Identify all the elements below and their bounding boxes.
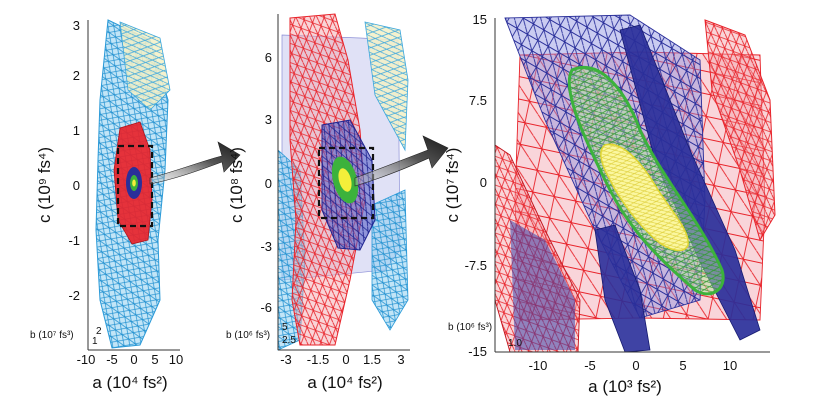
right-x-tick: -5 — [584, 358, 596, 373]
right-b-tick: 1.0 — [508, 338, 522, 349]
middle-cyan-right — [364, 21, 409, 152]
left-y-tick: -1 — [68, 233, 80, 248]
right-x-tick: 10 — [723, 358, 737, 373]
left-x-tick: 10 — [169, 352, 183, 367]
middle-x-title: a (10⁴ fs²) — [307, 373, 382, 392]
left-zoom-box — [116, 144, 154, 228]
right-x-tick: -10 — [529, 358, 548, 373]
left-y-tick: 3 — [73, 18, 80, 33]
panel-left-surfaces — [95, 19, 171, 349]
right-blue-bottom-band — [594, 224, 651, 353]
panel-right-surfaces — [494, 14, 776, 353]
middle-y-ticks: 6 3 0 -3 -6 — [260, 50, 272, 315]
left-x-tick: -5 — [106, 352, 118, 367]
right-y-tick: -15 — [468, 344, 487, 359]
left-y-tick: 0 — [73, 178, 80, 193]
middle-x-tick: -1.5 — [307, 352, 329, 367]
middle-x-tick: -3 — [280, 352, 292, 367]
middle-b-label: b (10⁶ fs³) — [226, 330, 270, 341]
right-y-ticks: 15 7.5 0 -7.5 -15 — [465, 12, 487, 359]
left-y-ticks: 3 2 1 0 -1 -2 — [68, 18, 80, 303]
middle-y-title: c (10⁸ fs⁴) — [227, 147, 246, 223]
right-b-label: b (10⁶ fs³) — [448, 322, 492, 333]
middle-yellow-core — [338, 168, 352, 192]
right-x-title: a (10³ fs²) — [588, 377, 662, 396]
middle-y-tick: 6 — [265, 50, 272, 65]
right-y-tick: 0 — [480, 175, 487, 190]
zoom-arrow-2 — [354, 135, 449, 187]
middle-cyan-right-lower — [371, 189, 409, 331]
right-y-tick: -7.5 — [465, 258, 487, 273]
left-y-tick: -2 — [68, 288, 80, 303]
left-x-tick: 0 — [130, 352, 137, 367]
middle-zoom-box — [317, 146, 375, 220]
panel-right: 15 7.5 0 -7.5 -15 c (10⁷ fs⁴) -10 -5 0 5… — [443, 12, 776, 396]
middle-b-tick: 5 — [282, 322, 288, 333]
middle-x-ticks: -3 -1.5 0 1.5 3 — [280, 352, 404, 367]
middle-x-tick: 3 — [397, 352, 404, 367]
left-cyan-yellow-sheet — [119, 21, 171, 111]
right-x-tick: 5 — [679, 358, 686, 373]
middle-y-tick: -3 — [260, 239, 272, 254]
right-y-tick: 15 — [473, 12, 487, 27]
right-left-sheet-shade — [510, 220, 575, 350]
left-x-tick: -10 — [77, 352, 96, 367]
left-x-tick: 5 — [151, 352, 158, 367]
left-y-tick: 2 — [73, 68, 80, 83]
left-x-title: a (10⁴ fs²) — [92, 373, 167, 392]
right-y-title: c (10⁷ fs⁴) — [443, 148, 462, 223]
left-x-ticks: -10 -5 0 5 10 — [77, 352, 184, 367]
right-yellow-core — [600, 143, 689, 252]
middle-x-tick: 1.5 — [363, 352, 381, 367]
left-b-tick: 2 — [96, 326, 102, 337]
middle-x-tick: 0 — [342, 352, 349, 367]
right-red-right-sheet — [704, 19, 776, 242]
panel-left: 3 2 1 0 -1 -2 c (10⁹ fs⁴) -10 -5 0 5 10 … — [30, 18, 183, 392]
panel-middle: 6 3 0 -3 -6 c (10⁸ fs⁴) -3 -1.5 0 1.5 3 … — [226, 13, 410, 392]
middle-b-tick: 2.5 — [282, 335, 296, 346]
left-y-title: c (10⁹ fs⁴) — [35, 147, 54, 223]
middle-y-tick: 3 — [265, 112, 272, 127]
left-y-tick: 1 — [73, 123, 80, 138]
panel-middle-surfaces — [277, 13, 409, 351]
left-b-tick: 1 — [92, 336, 98, 347]
right-y-tick: 7.5 — [469, 93, 487, 108]
left-b-label: b (10⁷ fs³) — [30, 330, 74, 341]
right-x-tick: 0 — [632, 358, 639, 373]
middle-y-tick: -6 — [260, 300, 272, 315]
right-x-ticks: -10 -5 0 5 10 — [529, 358, 738, 373]
zoom-arrow-1 — [149, 141, 241, 185]
middle-y-tick: 0 — [265, 176, 272, 191]
left-yellow-core — [132, 179, 136, 187]
